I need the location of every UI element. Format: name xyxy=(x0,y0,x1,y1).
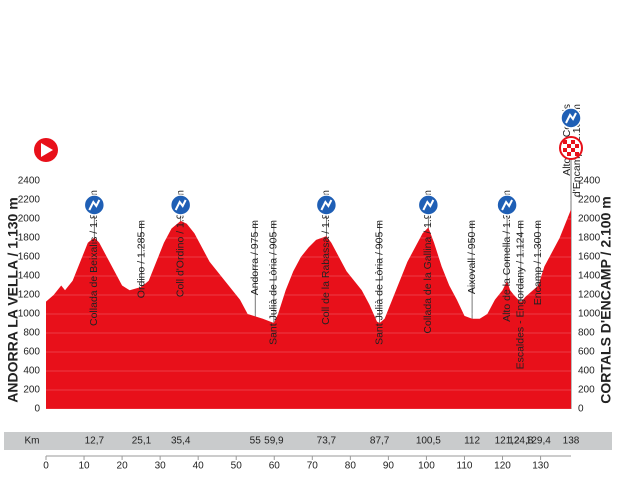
waypoint-label: Andorra / 975 m xyxy=(249,220,261,296)
climb-icon-glyph xyxy=(88,199,101,211)
climb-icon-glyph xyxy=(565,112,577,124)
y-tick-label: 1800 xyxy=(18,233,41,244)
y-tick-label-right: 1400 xyxy=(578,271,601,282)
start-icon xyxy=(34,138,58,162)
km-mark: 100,5 xyxy=(416,436,441,447)
climb-icon-glyph xyxy=(422,199,435,211)
km-mark: 55 xyxy=(250,436,262,447)
y-tick-label: 1400 xyxy=(18,271,41,282)
waypoint-label: Sant Julià de Lòria / 905 m xyxy=(373,220,385,345)
km-mark: 112 xyxy=(464,436,480,447)
waypoint-label: Sant Julià de Lòria / 905 m xyxy=(268,220,280,345)
y-tick-label-right: 2200 xyxy=(578,195,601,206)
x-tick-label: 130 xyxy=(532,461,549,472)
y-tick-label: 1200 xyxy=(18,290,41,301)
x-tick-label: 60 xyxy=(269,461,281,472)
elevation-area xyxy=(46,209,571,409)
climb-icon-circle xyxy=(560,107,582,129)
x-tick-label: 90 xyxy=(383,461,395,472)
x-tick-label: 120 xyxy=(494,461,511,472)
km-mark: 59,9 xyxy=(264,436,284,447)
y-tick-label: 200 xyxy=(23,385,40,396)
x-tick-label: 20 xyxy=(117,461,129,472)
y-tick-label-right: 1800 xyxy=(578,233,601,244)
climb-icon-glyph xyxy=(501,199,513,211)
climb-icon-circle xyxy=(496,194,518,216)
km-mark: 138 xyxy=(563,436,580,447)
waypoint-label: Coll d'Ordino / 1.980 m xyxy=(174,190,186,297)
waypoint-label: Escaldes - Engordany / 1.124 m xyxy=(515,220,527,370)
y-tick-label: 1000 xyxy=(18,309,41,320)
finish-check xyxy=(575,152,579,156)
finish-label: CORTALS D'ENCAMP / 2.100 m xyxy=(598,196,614,403)
start-label: ANDORRA LA VELLA / 1.130 m xyxy=(5,197,21,402)
km-mark: 124,8 xyxy=(508,436,533,447)
y-tick-label: 2400 xyxy=(18,176,41,187)
y-tick-label: 400 xyxy=(23,366,40,377)
climb-icon-glyph xyxy=(320,199,333,211)
y-tick-label-right: 2000 xyxy=(578,214,601,225)
km-mark: 73,7 xyxy=(317,436,337,447)
y-tick-label: 1600 xyxy=(18,252,41,263)
x-tick-label: 50 xyxy=(231,461,243,472)
y-tick-label-right: 0 xyxy=(578,404,584,415)
y-tick-label: 2200 xyxy=(18,195,41,206)
x-tick-label: 30 xyxy=(155,461,167,472)
waypoint-label: Encamp / 1.300 m xyxy=(532,220,544,305)
x-tick-label: 100 xyxy=(418,461,435,472)
climb-icon xyxy=(169,194,192,216)
waypoint-label: Alto de la Comella / 1.350 m xyxy=(501,190,513,322)
y-tick-label-right: 1000 xyxy=(578,309,601,320)
finish-check xyxy=(571,148,575,152)
km-mark: 121,2 xyxy=(495,436,520,447)
y-tick-label-right: 400 xyxy=(578,366,595,377)
climb-icon xyxy=(83,194,106,216)
x-tick-label: 110 xyxy=(457,461,473,472)
climb-icon xyxy=(315,194,338,216)
km-mark: 87,7 xyxy=(370,436,390,447)
y-tick-label-right: 600 xyxy=(578,347,595,358)
waypoint-label: Collada de la Gallina / 1.910 m xyxy=(422,190,434,334)
y-tick-label: 600 xyxy=(23,347,40,358)
y-tick-label-right: 200 xyxy=(578,385,595,396)
waypoint-label: Aixovall / 950 m xyxy=(466,220,478,294)
y-tick-label: 800 xyxy=(23,328,40,339)
y-tick-label-right: 1600 xyxy=(578,252,601,263)
x-tick-label: 40 xyxy=(193,461,205,472)
km-title: Km xyxy=(25,436,40,447)
km-mark: 12,7 xyxy=(85,436,105,447)
climb-icon xyxy=(417,194,440,216)
y-tick-label: 0 xyxy=(34,404,40,415)
km-mark: 129,4 xyxy=(526,436,551,447)
finish-check xyxy=(575,144,579,148)
climb-icon xyxy=(496,194,518,216)
km-mark: 35,4 xyxy=(171,436,191,447)
waypoint-label: Ordino / 1.285 m xyxy=(135,220,147,298)
y-tick-label-right: 800 xyxy=(578,328,595,339)
km-strip xyxy=(4,432,612,450)
km-mark: 25,1 xyxy=(132,436,152,447)
finish-check xyxy=(571,140,575,144)
y-tick-label: 2000 xyxy=(18,214,41,225)
finish-icon xyxy=(559,136,583,160)
climb-icon-glyph xyxy=(174,199,187,211)
x-tick-label: 70 xyxy=(307,461,319,472)
finish-check xyxy=(567,144,571,148)
waypoint-label: Collada de Beixalis / 1.805 m xyxy=(88,190,100,326)
x-tick-label: 0 xyxy=(43,461,49,472)
y-tick-label-right: 1200 xyxy=(578,290,601,301)
climb-icon xyxy=(560,107,582,129)
finish-check xyxy=(567,152,571,156)
x-tick-label: 80 xyxy=(345,461,357,472)
x-tick-label: 10 xyxy=(78,461,90,472)
waypoint-label: Coll de la Rabassa / 1.820 m xyxy=(320,190,332,325)
finish-check xyxy=(563,140,567,144)
y-tick-label-right: 2400 xyxy=(578,176,601,187)
finish-check xyxy=(563,148,567,152)
